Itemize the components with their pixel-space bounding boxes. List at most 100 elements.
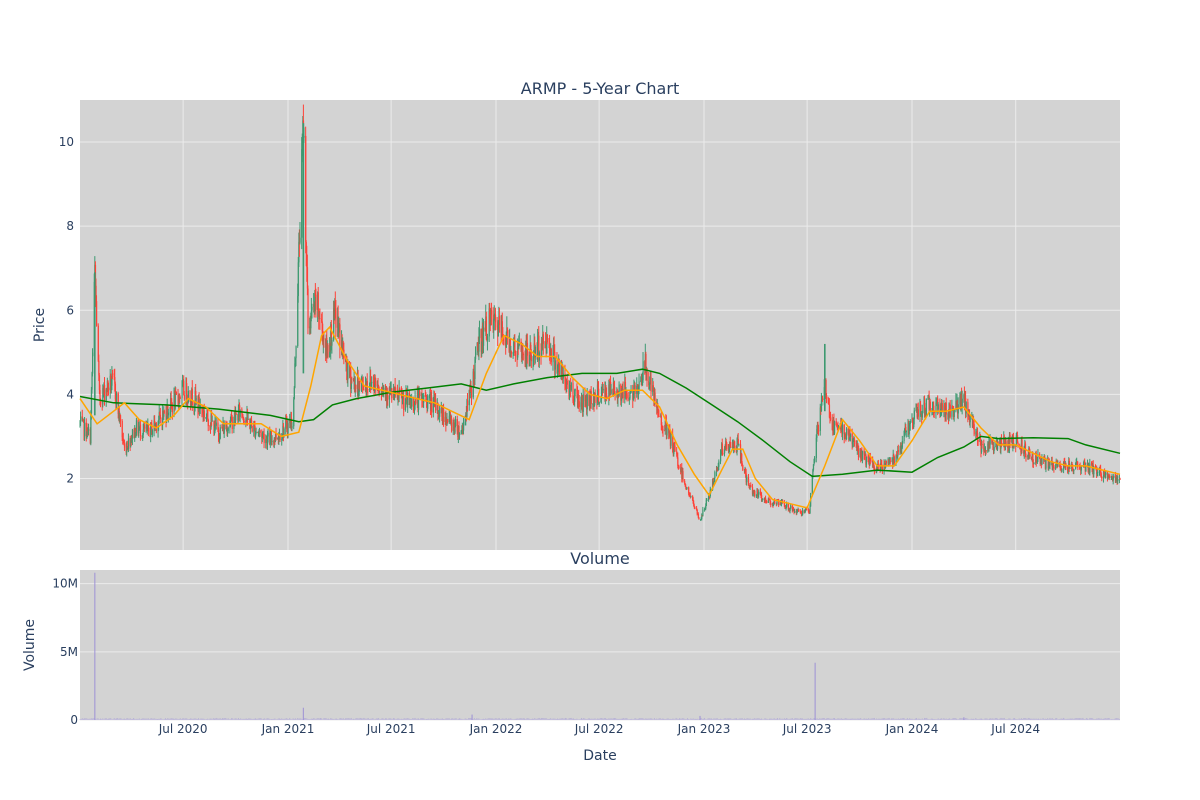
volume-bar bbox=[170, 718, 172, 720]
volume-bar bbox=[234, 718, 236, 720]
candle-up-body bbox=[812, 464, 815, 470]
volume-bar bbox=[1098, 718, 1100, 720]
volume-bar bbox=[584, 718, 586, 720]
candle-up-body bbox=[311, 306, 313, 311]
volume-bar bbox=[157, 718, 159, 720]
volume-bar bbox=[247, 718, 249, 720]
volume-bar bbox=[886, 718, 888, 720]
volume-bar bbox=[674, 719, 676, 720]
volume-bar bbox=[1045, 719, 1047, 720]
volume-bar bbox=[404, 718, 406, 720]
volume-bar bbox=[137, 719, 139, 720]
volume-bar bbox=[143, 718, 145, 720]
volume-bar bbox=[473, 718, 475, 720]
candle-up-body bbox=[84, 422, 86, 437]
candle-down-body bbox=[403, 396, 405, 411]
volume-bar bbox=[1024, 718, 1026, 720]
volume-bar bbox=[414, 717, 416, 720]
volume-bar bbox=[210, 718, 212, 720]
candle-up-body bbox=[720, 453, 722, 455]
volume-bar bbox=[500, 719, 502, 720]
candle-up-body bbox=[417, 393, 420, 410]
price-plot-area bbox=[80, 100, 1120, 550]
volume-bar bbox=[407, 718, 409, 720]
candle-down-body bbox=[581, 395, 583, 409]
volume-bar bbox=[144, 718, 146, 720]
volume-bar bbox=[853, 718, 855, 720]
candle-down-body bbox=[973, 424, 975, 435]
volume-bar bbox=[790, 718, 792, 720]
volume-bar bbox=[808, 719, 810, 720]
volume-bar bbox=[848, 718, 850, 720]
volume-bar bbox=[535, 718, 537, 720]
volume-bar bbox=[571, 718, 573, 720]
candle-up-body bbox=[761, 499, 763, 502]
candle-up-body bbox=[1112, 477, 1114, 481]
volume-bar bbox=[119, 718, 121, 720]
volume-bar bbox=[1028, 718, 1030, 720]
volume-bar bbox=[403, 718, 405, 720]
volume-bar bbox=[297, 717, 299, 720]
volume-bar bbox=[265, 719, 267, 720]
candle-up-body bbox=[1041, 457, 1043, 465]
candle-up-body bbox=[423, 395, 425, 403]
volume-bar bbox=[612, 718, 614, 720]
volume-bar bbox=[618, 718, 620, 720]
volume-bar bbox=[107, 718, 109, 720]
volume-bar bbox=[474, 719, 476, 720]
volume-bar bbox=[153, 718, 155, 720]
candle-down-body bbox=[522, 353, 525, 356]
volume-bar bbox=[232, 718, 234, 720]
volume-bar bbox=[782, 719, 784, 720]
volume-bar bbox=[333, 719, 335, 720]
volume-bar bbox=[112, 719, 114, 720]
volume-bar bbox=[1115, 718, 1117, 720]
candle-down-body bbox=[778, 500, 780, 506]
volume-bar bbox=[136, 718, 138, 720]
volume-bar bbox=[671, 719, 673, 720]
candle-up-body bbox=[809, 506, 811, 514]
candle-up-body bbox=[841, 424, 844, 435]
candle-up-body bbox=[1045, 458, 1047, 469]
volume-bar bbox=[800, 718, 802, 720]
candle-down-body bbox=[799, 511, 802, 513]
candle-up-body bbox=[402, 397, 404, 404]
volume-bar bbox=[728, 718, 730, 720]
candle-down-body bbox=[243, 420, 245, 423]
candle-down-body bbox=[183, 380, 185, 395]
volume-bar bbox=[284, 718, 286, 720]
candle-up-body bbox=[135, 435, 137, 438]
candle-down-body bbox=[678, 466, 680, 469]
candle-down-body bbox=[319, 318, 321, 320]
volume-bar bbox=[185, 718, 187, 720]
volume-bar bbox=[706, 719, 708, 720]
volume-bar bbox=[503, 718, 505, 720]
volume-bar bbox=[1040, 718, 1042, 720]
candle-up-body bbox=[953, 409, 955, 417]
volume-bar bbox=[315, 719, 317, 720]
candle-up-body bbox=[239, 409, 241, 417]
candle-down-body bbox=[323, 338, 325, 340]
candle-down-body bbox=[726, 443, 728, 450]
candle-down-body bbox=[171, 404, 174, 413]
candle-down-body bbox=[522, 347, 524, 354]
volume-bar bbox=[1102, 718, 1104, 720]
volume-bar bbox=[833, 718, 835, 720]
volume-bar bbox=[632, 719, 634, 720]
volume-bar bbox=[264, 718, 266, 720]
candle-up-body bbox=[102, 388, 104, 405]
volume-bar bbox=[149, 719, 151, 720]
candle-down-body bbox=[359, 381, 361, 384]
volume-bar bbox=[460, 718, 462, 720]
volume-bar bbox=[844, 718, 846, 720]
volume-bar bbox=[300, 718, 302, 720]
volume-bar bbox=[342, 718, 344, 720]
candle-down-body bbox=[889, 460, 892, 462]
volume-bar bbox=[376, 718, 378, 720]
volume-bar bbox=[959, 718, 961, 720]
volume-bar bbox=[337, 719, 339, 720]
volume-bar bbox=[302, 707, 304, 720]
volume-bar bbox=[967, 718, 969, 720]
volume-bar bbox=[424, 719, 426, 720]
